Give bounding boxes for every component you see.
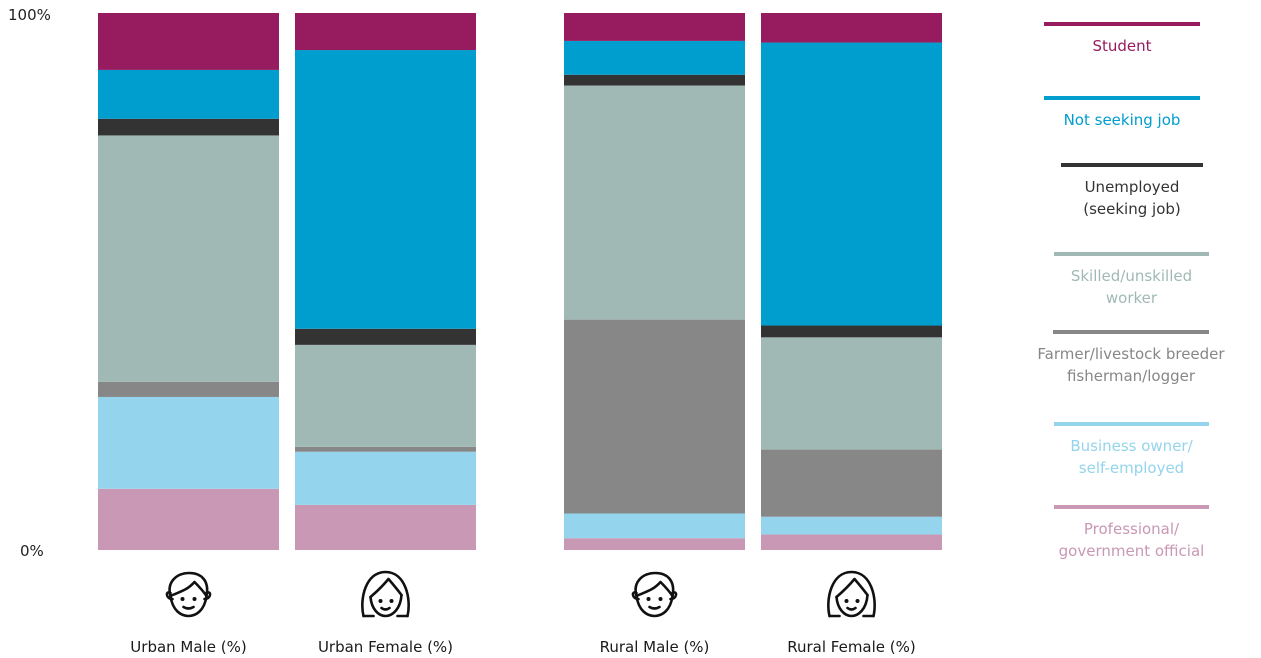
bar-segment-rural-male-business-owner-self-employed xyxy=(564,513,745,539)
bar-segment-rural-male-skilled-unskilled-worker xyxy=(564,85,745,320)
bar-segment-urban-male-farmer-livestock-breeder-fisherman-logger xyxy=(98,381,279,397)
bar-segment-rural-female-skilled-unskilled-worker xyxy=(761,337,942,450)
category-icons-group xyxy=(165,570,876,618)
category-label-urban-male: Urban Male (%) xyxy=(130,638,246,656)
y-tick-100: 100% xyxy=(8,6,51,24)
bar-segment-urban-female-unemployed-seeking-job xyxy=(295,328,476,345)
bar-segment-rural-female-farmer-livestock-breeder-fisherman-logger xyxy=(761,449,942,517)
bar-segment-rural-female-not-seeking-job xyxy=(761,42,942,326)
bar-segment-urban-female-student xyxy=(295,13,476,51)
bar-segment-urban-male-business-owner-self-employed xyxy=(98,396,279,489)
bar-segment-urban-male-professional-government-official xyxy=(98,488,279,550)
y-tick-0: 0% xyxy=(20,542,44,560)
legend-label-business-owner-self-employed: Business owner/self-employed xyxy=(1070,437,1193,477)
bar-segment-rural-male-farmer-livestock-breeder-fisherman-logger xyxy=(564,319,745,514)
bar-segment-rural-female-unemployed-seeking-job xyxy=(761,325,942,338)
bar-segment-urban-male-skilled-unskilled-worker xyxy=(98,135,279,382)
bars-group xyxy=(98,13,942,550)
bar-segment-rural-male-unemployed-seeking-job xyxy=(564,74,745,86)
legend-label-farmer-livestock-breeder-fisherman-logger: Farmer/livestock breeder fisherman/logger xyxy=(1037,345,1225,385)
bar-segment-rural-female-student xyxy=(761,13,942,43)
female-face-icon xyxy=(827,570,876,618)
legend-label-unemployed-seeking-job: Unemployed (seeking job) xyxy=(1083,178,1181,218)
category-label-urban-female: Urban Female (%) xyxy=(318,638,453,656)
female-face-icon xyxy=(361,570,410,618)
category-labels-group: Urban Male (%) Urban Female (%) Rural Male… xyxy=(130,638,915,656)
category-label-rural-female: Rural Female (%) xyxy=(787,638,916,656)
legend-label-not-seeking-job: Not seeking job xyxy=(1064,111,1181,129)
legend-label-skilled-unskilled-worker: Skilled/unskilled worker xyxy=(1071,267,1192,307)
bar-segment-urban-female-skilled-unskilled-worker xyxy=(295,344,476,447)
bar-segment-urban-female-professional-government-official xyxy=(295,504,476,550)
legend: Student Not seeking job Unemployed (seeking… xyxy=(1037,22,1225,560)
bar-segment-rural-male-professional-government-official xyxy=(564,538,745,550)
bar-segment-rural-male-not-seeking-job xyxy=(564,40,745,75)
male-face-icon xyxy=(165,571,212,618)
legend-label-professional-government-official: Professional/government official xyxy=(1059,520,1205,560)
male-face-icon xyxy=(631,571,678,618)
bar-segment-urban-male-student xyxy=(98,13,279,70)
bar-segment-urban-female-not-seeking-job xyxy=(295,50,476,329)
bar-segment-rural-female-professional-government-official xyxy=(761,534,942,550)
bar-segment-urban-female-business-owner-self-employed xyxy=(295,451,476,505)
bar-segment-urban-male-unemployed-seeking-job xyxy=(98,118,279,136)
bar-segment-rural-female-business-owner-self-employed xyxy=(761,516,942,535)
bar-segment-urban-female-farmer-livestock-breeder-fisherman-logger xyxy=(295,446,476,452)
legend-label-student: Student xyxy=(1092,37,1151,55)
category-label-rural-male: Rural Male (%) xyxy=(600,638,710,656)
bar-segment-rural-male-student xyxy=(564,13,745,41)
bar-segment-urban-male-not-seeking-job xyxy=(98,69,279,119)
